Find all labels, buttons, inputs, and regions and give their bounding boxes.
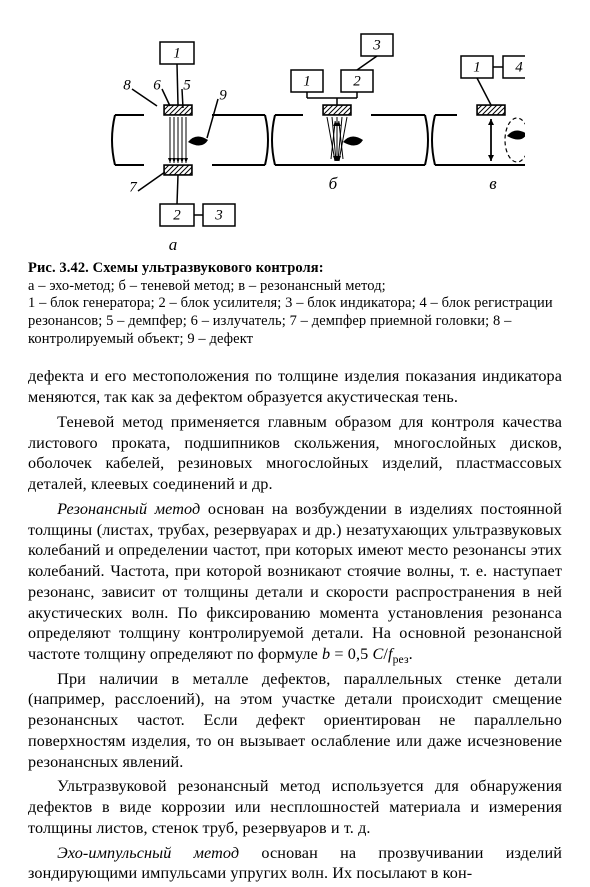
caption-line-2: 1 – блок генератора; 2 – блок усилителя;… [28,295,553,346]
svg-text:2: 2 [173,207,181,223]
svg-text:5: 5 [183,77,191,93]
formula-dot: . [409,645,413,663]
caption-title: Рис. 3.42. Схемы ультразвукового контрол… [28,260,324,276]
para-3: Резонансный метод основан на возбуждении… [28,499,562,665]
svg-text:а: а [169,235,178,250]
term-echo: Эхо-импульсный метод [57,844,239,862]
svg-text:7: 7 [129,179,138,195]
svg-text:2: 2 [353,73,361,89]
formula-eq: = 0,5 [330,645,372,663]
svg-text:1: 1 [473,59,481,75]
svg-text:в: в [489,174,497,193]
para-6: Эхо-импульсный метод основан на прозвучи… [28,843,562,884]
svg-text:б: б [329,174,338,193]
svg-text:8: 8 [123,77,131,93]
svg-text:3: 3 [372,37,381,53]
svg-text:9: 9 [219,87,227,103]
figure-3-42: 1 2 3 8 6 5 9 7 а 1 2 3 б 1 4 в [28,20,562,250]
svg-text:1: 1 [173,45,181,61]
term-resonance: Резонансный метод [57,500,200,518]
svg-text:6: 6 [153,77,161,93]
para-3-rest: основан на возбуждении в изделиях постоя… [28,500,562,663]
caption-line-1: а – эхо-метод; б – теневой метод; в – ре… [28,278,386,294]
svg-text:3: 3 [214,207,223,223]
para-4: При наличии в металле дефектов, параллел… [28,669,562,773]
formula-sub: рез [393,653,409,666]
formula-C: C [372,645,383,663]
figure-caption: Рис. 3.42. Схемы ультразвукового контрол… [28,260,562,348]
para-5: Ультразвуковой резонансный метод использ… [28,776,562,838]
figure-svg: 1 2 3 8 6 5 9 7 а 1 2 3 б 1 4 в [65,20,525,250]
para-1: дефекта и его местоположения по толщине … [28,366,562,407]
svg-text:1: 1 [303,73,311,89]
para-2: Теневой метод применяется главным образо… [28,412,562,495]
svg-text:4: 4 [515,59,523,75]
